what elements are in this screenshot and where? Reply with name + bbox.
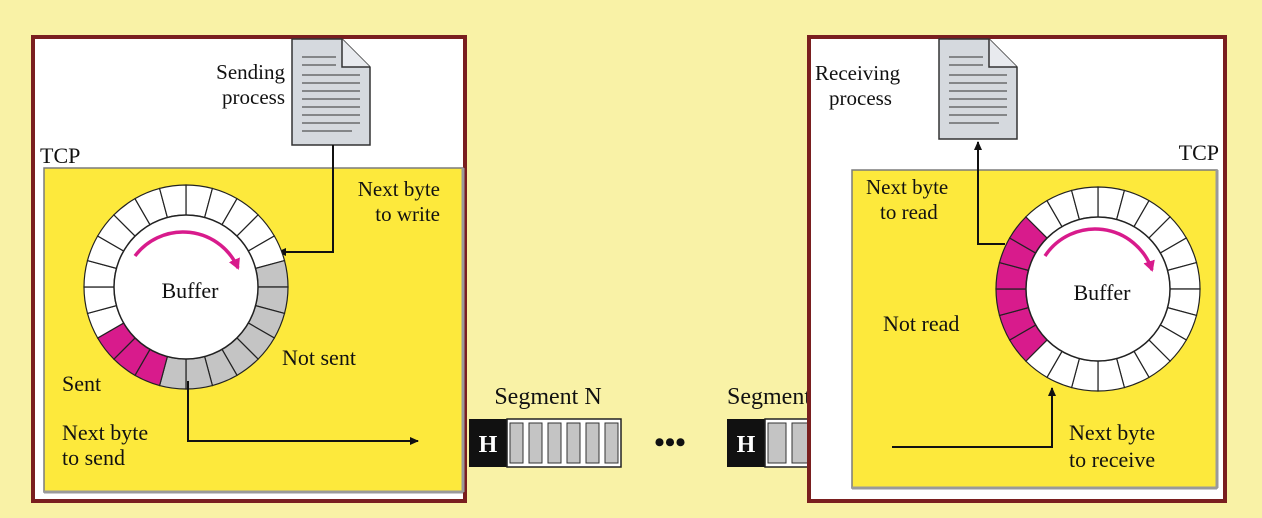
sending-process-label-1: Sending [216, 60, 285, 84]
receiver-panel: TCP Receiving process Next byte to read … [807, 35, 1227, 503]
receiver-buffer-label: Buffer [1073, 280, 1131, 305]
receiver-buffer-core [1025, 216, 1171, 362]
segment-n-data-byte [509, 422, 524, 464]
receiver-rotation-arrow [1043, 227, 1155, 272]
document-icon [291, 38, 371, 146]
receiver-tcp-label: TCP [1179, 140, 1219, 165]
segment-n-data-byte [585, 422, 600, 464]
next-byte-to-send-arrow [187, 381, 419, 445]
sender-rotation-arrow [133, 230, 240, 270]
next-byte-to-write-label-2: to write [375, 202, 440, 226]
segment-n-header [469, 419, 507, 467]
next-byte-to-read-label-2: to read [880, 200, 938, 224]
sending-process-label-2: process [222, 85, 285, 109]
not-read-label: Not read [883, 311, 959, 336]
next-byte-to-send-label-2: to send [62, 445, 125, 470]
segment-n-label: Segment N [494, 384, 601, 410]
segment-n-data-byte [604, 422, 619, 464]
segment-n-data [509, 422, 619, 464]
not-sent-label: Not sent [282, 345, 356, 370]
next-byte-to-write-arrow [277, 145, 334, 256]
segment-n-data-byte [528, 422, 543, 464]
segment-n: Segment N H [469, 384, 622, 468]
next-byte-to-receive-label-2: to receive [1069, 447, 1155, 472]
segment-1-data-byte [767, 422, 787, 464]
next-byte-to-read-arrow [974, 141, 1005, 245]
segment-1-header [727, 419, 765, 467]
document-icon [938, 38, 1018, 140]
receiving-process-label-1: Receiving [815, 61, 901, 85]
sent-label: Sent [62, 371, 101, 396]
next-byte-to-receive-arrow [892, 387, 1056, 448]
next-byte-to-write-label-1: Next byte [358, 177, 440, 201]
sender-buffer-core [113, 214, 259, 360]
sender-panel: TCP Sending process Next byte to write B… [31, 35, 467, 503]
segment-n-data-byte [547, 422, 562, 464]
next-byte-to-read-label-1: Next byte [866, 175, 948, 199]
next-byte-to-send-label-1: Next byte [62, 420, 148, 445]
receiving-process-label-2: process [829, 86, 892, 110]
segment-1-header-label: H [737, 432, 756, 458]
sender-tcp-label: TCP [40, 143, 80, 168]
sender-buffer-label: Buffer [161, 278, 219, 303]
next-byte-to-receive-label-1: Next byte [1069, 420, 1155, 445]
segment-n-data-byte [566, 422, 581, 464]
segment-ellipsis: ••• [654, 426, 686, 459]
segment-n-header-label: H [479, 432, 498, 458]
